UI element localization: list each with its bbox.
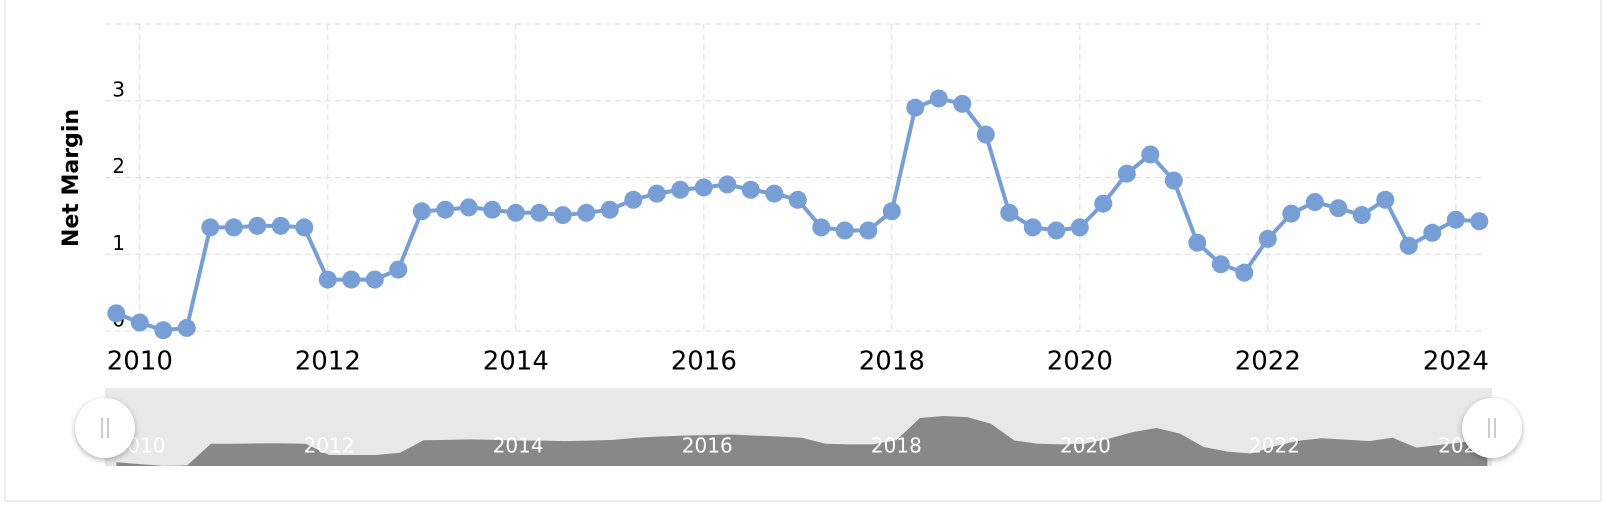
data-point bbox=[459, 198, 478, 217]
data-point bbox=[1376, 190, 1395, 209]
x-tick-label: 2010 bbox=[107, 347, 173, 377]
data-point bbox=[412, 202, 431, 221]
navigator: 2010 2012 2014 2016 2018 2020 2022 2024 bbox=[115, 416, 1489, 466]
data-point bbox=[130, 313, 149, 332]
data-point bbox=[154, 321, 173, 340]
navigator-handle-right[interactable] bbox=[1462, 398, 1522, 458]
data-point bbox=[530, 203, 549, 222]
navigator-tick-label: 2012 bbox=[304, 434, 355, 458]
data-point bbox=[1235, 263, 1254, 282]
data-point bbox=[1023, 218, 1042, 237]
data-point bbox=[271, 216, 290, 235]
data-point bbox=[577, 203, 596, 222]
data-point bbox=[1446, 210, 1465, 229]
data-point bbox=[624, 190, 643, 209]
data-point bbox=[1070, 218, 1089, 237]
x-tick-label: 2014 bbox=[483, 347, 549, 377]
data-point bbox=[953, 94, 972, 113]
data-point bbox=[906, 98, 925, 117]
data-point bbox=[1258, 229, 1277, 248]
data-point bbox=[1164, 171, 1183, 190]
data-point bbox=[1211, 255, 1230, 274]
data-point bbox=[224, 218, 243, 237]
data-point bbox=[1305, 193, 1324, 212]
data-point bbox=[1141, 145, 1160, 164]
data-point bbox=[788, 190, 807, 209]
data-point bbox=[342, 270, 361, 289]
data-point bbox=[1423, 223, 1442, 242]
data-point bbox=[859, 221, 878, 240]
data-point bbox=[835, 221, 854, 240]
navigator-tick-label: 2022 bbox=[1249, 434, 1300, 458]
navigator-handle-left[interactable] bbox=[75, 398, 135, 458]
data-point bbox=[812, 218, 831, 237]
data-point bbox=[600, 200, 619, 219]
x-tick-label: 2022 bbox=[1235, 347, 1301, 377]
data-point bbox=[1188, 233, 1207, 252]
x-tick-label: 2018 bbox=[859, 347, 925, 377]
data-point bbox=[436, 200, 455, 219]
x-tick-label: 2012 bbox=[295, 347, 361, 377]
navigator-tick-label: 2014 bbox=[493, 434, 544, 458]
x-tick-label: 2024 bbox=[1423, 347, 1489, 377]
navigator-tick-label: 2016 bbox=[682, 434, 733, 458]
data-point bbox=[671, 180, 690, 199]
data-point bbox=[718, 175, 737, 194]
data-point bbox=[318, 270, 337, 289]
data-point bbox=[177, 318, 196, 337]
data-point bbox=[1470, 212, 1489, 231]
data-point bbox=[1352, 206, 1371, 225]
x-tick-label: 2016 bbox=[671, 347, 737, 377]
data-point bbox=[1047, 221, 1066, 240]
data-point bbox=[248, 216, 267, 235]
data-point bbox=[647, 184, 666, 203]
navigator-tick-label: 2020 bbox=[1060, 434, 1111, 458]
data-point bbox=[201, 218, 220, 237]
data-point bbox=[107, 304, 126, 323]
data-point bbox=[1000, 203, 1019, 222]
y-tick-label: 3 bbox=[112, 77, 125, 101]
data-point bbox=[929, 89, 948, 108]
navigator-tick-label: 2018 bbox=[871, 434, 922, 458]
data-point bbox=[553, 206, 572, 225]
y-tick-label: 1 bbox=[112, 231, 125, 255]
data-point bbox=[1282, 204, 1301, 223]
data-point bbox=[483, 200, 502, 219]
data-point bbox=[1094, 194, 1113, 213]
data-point bbox=[741, 180, 760, 199]
data-point bbox=[295, 218, 314, 237]
navigator-area bbox=[116, 416, 1488, 466]
data-point bbox=[882, 202, 901, 221]
data-point bbox=[976, 125, 995, 144]
y-tick-label: 2 bbox=[112, 154, 125, 178]
data-point bbox=[765, 184, 784, 203]
data-point bbox=[389, 260, 408, 279]
x-tick-label: 2020 bbox=[1047, 347, 1113, 377]
data-point bbox=[694, 178, 713, 197]
data-point bbox=[1117, 164, 1136, 183]
data-point bbox=[1399, 236, 1418, 255]
data-point bbox=[365, 270, 384, 289]
data-point bbox=[506, 203, 525, 222]
data-point bbox=[1329, 199, 1348, 218]
y-axis-title: Net Margin bbox=[59, 109, 84, 247]
